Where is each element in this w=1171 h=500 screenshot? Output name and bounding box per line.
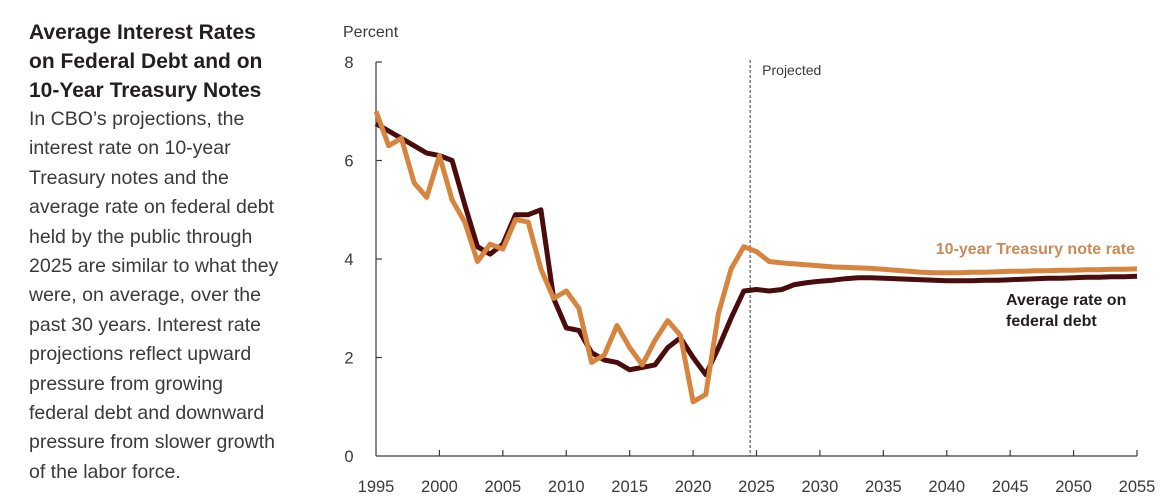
x-tick-label: 2040 [928,478,965,496]
description-line: of the labor force. [29,460,181,483]
description-line: held by the public through [29,225,253,248]
x-tick-label: 1995 [358,478,395,496]
x-tick-label: 2015 [611,478,648,496]
x-tick-label: 2025 [738,478,775,496]
federal-debt-rate-label: federal debt [1006,313,1097,330]
chart-description: In CBO’s projections, the interest rate … [29,105,329,487]
federal-debt-rate-label: Average rate on [1006,292,1126,309]
description-line: interest rate on 10-year [29,137,231,160]
x-tick-label: 2050 [1055,478,1092,496]
series-lines [373,110,1138,405]
description-line: Treasury notes and the [29,166,229,189]
description-line: 2025 are similar to what they [29,255,279,278]
x-tick-label: 2005 [484,478,521,496]
sidebar: Average Interest Rates on Federal Debt a… [29,18,329,487]
title-line: Average Interest Rates [29,21,256,44]
x-tick-label: 2030 [802,478,839,496]
description-line: average rate on federal debt [29,196,275,219]
description-line: federal debt and downward [29,402,265,425]
series-labels: 10-year Treasury note rate Average rate o… [936,241,1135,330]
projected-label: Projected [762,62,821,78]
x-tick-label: 2035 [865,478,902,496]
description-line: pressure from growing [29,372,223,395]
treasury-rate-label: 10-year Treasury note rate [936,241,1135,258]
y-tick-label: 2 [344,350,353,368]
y-tick-label: 4 [344,251,353,269]
y-tick-label: 8 [344,54,353,72]
x-tick-label: 2055 [1119,478,1156,496]
chart-title: Average Interest Rates on Federal Debt a… [29,18,329,105]
y-tick-label: 0 [344,448,353,466]
description-line: pressure from slower growth [29,431,275,454]
axes: 0 2 4 6 8 1995 2000 2005 2010 2015 2020 2025 2030 203… [344,54,1155,496]
x-tick-label: 2045 [992,478,1029,496]
y-tick-label: 6 [344,153,353,171]
x-tick-label: 2010 [548,478,585,496]
treasury-rate-line [373,110,1138,405]
x-tick-label: 2000 [421,478,458,496]
x-tick-label: 2020 [675,478,712,496]
description-line: projections reflect upward [29,343,252,366]
description-line: past 30 years. Interest rate [29,313,261,336]
title-line: 10-Year Treasury Notes [29,79,262,102]
description-line: In CBO’s projections, the [29,108,245,130]
description-line: were, on average, over the [29,284,261,307]
title-line: on Federal Debt and on [29,50,263,73]
projection-marker: Projected [749,60,821,456]
y-axis-title: Percent [343,24,399,41]
